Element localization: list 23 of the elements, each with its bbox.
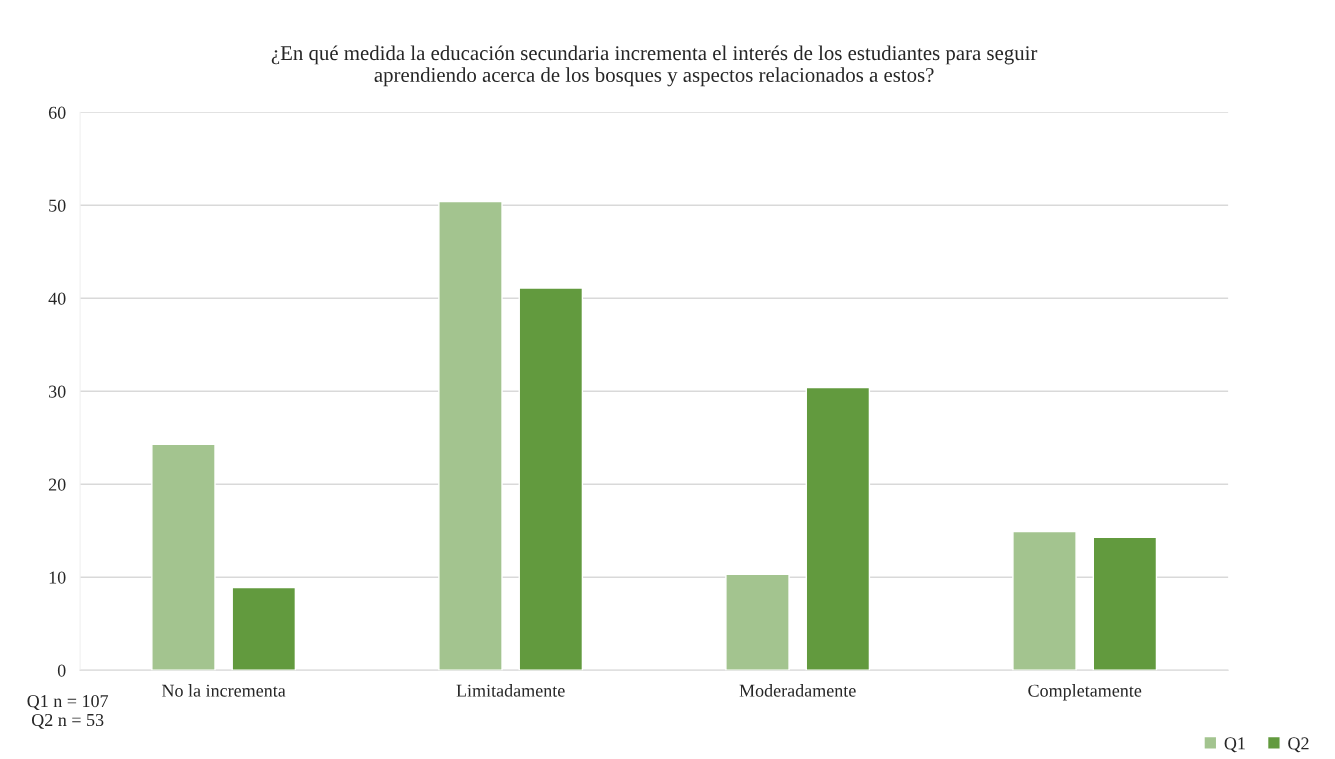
x-tick-label: Limitadamente [456, 684, 565, 697]
bar [725, 573, 790, 671]
y-tick-label: 30 [49, 385, 66, 398]
chart-title: ¿En qué medida la educación secundaria incrementa el interés de los estudiantes para seguir aprendiendo acerca de los bosques y aspectos relacionados a estos? [271, 45, 1038, 87]
bar [438, 200, 503, 671]
bar [805, 386, 871, 671]
bar [518, 287, 584, 671]
x-tick-label: Completamente [1028, 684, 1142, 701]
legend-label: Q1 [1224, 737, 1245, 753]
text: Q1 n = 107 Q2 n = 53 [27, 695, 109, 729]
bar [1092, 536, 1158, 671]
x-tick-label: Moderadamente [739, 684, 856, 697]
y-tick-label: 10 [49, 571, 66, 584]
y-tick-label: 50 [49, 199, 66, 212]
bar [231, 586, 297, 671]
y-tick-label: 40 [48, 292, 66, 305]
y-tick-label: 20 [48, 478, 66, 491]
x-tick-label: No la incrementa [161, 684, 286, 697]
y-tick-label: 60 [48, 106, 66, 119]
bar [1012, 530, 1077, 671]
y-tick-label: 0 [57, 664, 66, 677]
bar [151, 443, 216, 671]
legend-label: Q2 [1288, 737, 1309, 753]
